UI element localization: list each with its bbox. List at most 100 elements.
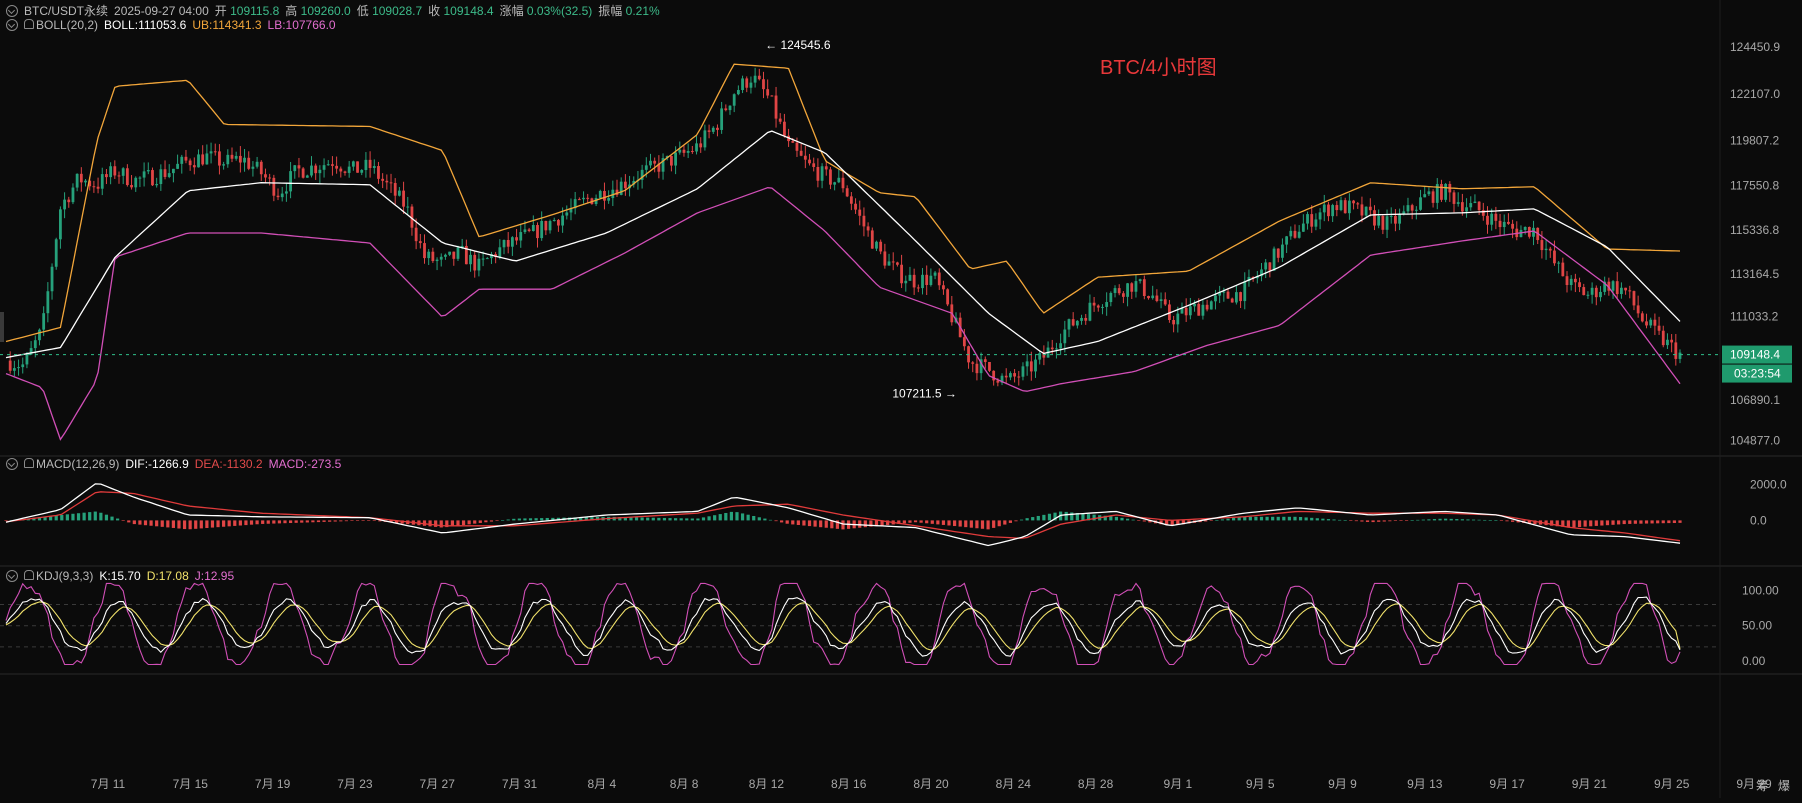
candle-body	[397, 190, 401, 196]
collapse-icon[interactable]	[6, 19, 18, 31]
candle-body	[117, 175, 121, 177]
macd-histogram-bar	[1427, 519, 1431, 521]
candle-body	[184, 156, 188, 161]
macd-histogram-bar	[132, 520, 136, 525]
candle-body	[1494, 213, 1498, 221]
macd-histogram-bar	[679, 518, 683, 521]
date-tick-label: 9月 17	[1489, 777, 1525, 791]
macd-label: MACD(12,26,9)	[36, 457, 120, 471]
candle-body	[314, 165, 318, 174]
chip-button[interactable]: 筹	[1755, 779, 1768, 793]
high-value: 109260.0	[300, 4, 351, 18]
macd-histogram-bar	[1170, 520, 1174, 526]
collapse-icon[interactable]	[6, 4, 18, 17]
candle-body	[222, 164, 226, 166]
candle-body	[1101, 306, 1104, 308]
candle-body	[377, 166, 380, 179]
macd-histogram-bar	[1382, 520, 1386, 522]
macd-histogram-bar	[1092, 514, 1096, 521]
candle-body	[1306, 214, 1309, 224]
macd-histogram-bar	[1209, 520, 1213, 521]
candle-body	[1561, 262, 1565, 277]
candle-body	[1540, 240, 1544, 251]
macd-histogram-bar	[1036, 515, 1040, 521]
macd-histogram-bar	[155, 520, 159, 527]
candle-body	[1201, 304, 1205, 316]
collapse-icon[interactable]	[6, 570, 18, 582]
bell-icon[interactable]	[24, 570, 34, 580]
candle-body	[1247, 276, 1251, 282]
macd-histogram-bar	[1103, 515, 1107, 521]
countdown-tag	[1722, 364, 1792, 383]
candle-body	[423, 243, 426, 259]
bell-icon[interactable]	[24, 19, 34, 29]
macd-histogram-bar	[830, 520, 834, 529]
candle-body	[540, 220, 544, 239]
macd-histogram-bar	[1338, 519, 1342, 521]
bell-icon[interactable]	[24, 458, 34, 468]
candle-body	[1155, 295, 1159, 302]
candle-body	[753, 75, 757, 83]
candle-body	[167, 173, 171, 177]
boll-lower-line	[5, 187, 1681, 441]
macd-histogram-bar	[1377, 520, 1381, 522]
candle-body	[1356, 203, 1360, 205]
candle-body	[1281, 244, 1284, 258]
candle-body	[1314, 219, 1318, 227]
candle-body	[439, 256, 443, 260]
macd-histogram-bar	[238, 520, 242, 526]
macd-histogram-bar	[1365, 520, 1370, 522]
candle-body	[1301, 223, 1305, 232]
macd-histogram-bar	[517, 518, 521, 521]
macd-histogram-bar	[763, 518, 767, 521]
candle-body	[548, 221, 552, 231]
kdj-k-line	[5, 596, 1681, 657]
candle-body	[1368, 206, 1372, 211]
macd-histogram-bar	[1494, 520, 1498, 521]
candle-body	[1214, 295, 1217, 302]
candle-body	[272, 177, 276, 196]
candle-body	[318, 169, 322, 174]
chart-title: BTC/4小时图	[1100, 56, 1217, 79]
close-value: 109148.4	[443, 4, 494, 18]
collapse-icon[interactable]	[6, 458, 18, 470]
macd-histogram-bar	[707, 516, 711, 521]
macd-histogram-bar	[350, 520, 354, 521]
candle-body	[1004, 375, 1008, 378]
macd-histogram-bar	[1243, 516, 1247, 521]
macd-histogram-bar	[37, 517, 42, 521]
macd-histogram-bar	[1282, 516, 1286, 521]
candle-body	[1431, 191, 1435, 203]
left-drag-handle[interactable]	[0, 312, 4, 342]
candle-body	[749, 82, 753, 88]
candle-body	[611, 189, 615, 199]
candle-body	[649, 160, 652, 166]
date-tick-label: 9月 25	[1654, 777, 1690, 791]
macd-histogram-bar	[316, 520, 321, 523]
candle-body	[1452, 192, 1456, 204]
candle-body	[485, 258, 489, 260]
candle-body	[1423, 194, 1427, 198]
candle-body	[557, 219, 560, 226]
liquidation-button[interactable]: 爆	[1777, 779, 1790, 793]
macd-histogram-bar	[199, 520, 203, 529]
candle-body	[607, 198, 611, 201]
candle-body	[632, 180, 636, 185]
macd-histogram-bar	[1293, 516, 1297, 521]
price-tick-label: 115336.8	[1730, 223, 1779, 237]
macd-histogram-bar	[869, 520, 873, 527]
macd-histogram-bar	[1008, 520, 1012, 523]
candle-body	[1318, 212, 1322, 220]
macd-histogram-bar	[288, 520, 293, 524]
macd-histogram-bar	[735, 512, 739, 521]
macd-histogram-bar	[1455, 519, 1459, 521]
candle-body	[623, 181, 627, 189]
candle-body	[983, 359, 987, 362]
amplitude-value: 0.21%	[625, 4, 660, 18]
macd-header: MACD(12,26,9) DIF:-1266.9 DEA:-1130.2 MA…	[6, 457, 341, 471]
candle-body	[134, 177, 138, 188]
change-value: 0.03%(32.5)	[526, 4, 593, 18]
candle-body	[854, 203, 857, 210]
